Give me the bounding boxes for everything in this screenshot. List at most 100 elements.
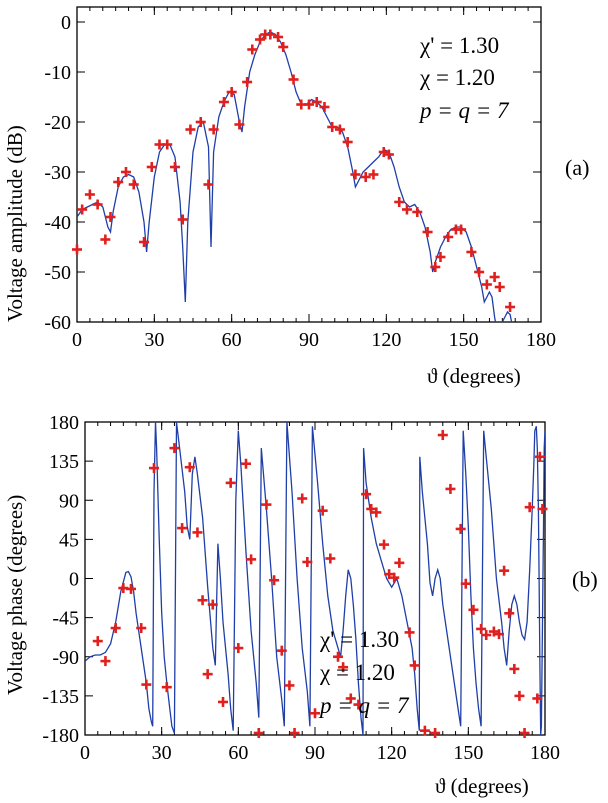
x-tick-label: 30 bbox=[144, 329, 164, 351]
data-point-marker bbox=[476, 623, 487, 634]
data-point-marker bbox=[161, 682, 172, 693]
data-point-marker bbox=[353, 699, 364, 710]
x-tick-label: 180 bbox=[526, 329, 556, 351]
y-tick-label: 0 bbox=[69, 569, 79, 591]
y-tick-label: -10 bbox=[44, 62, 71, 84]
data-point-marker bbox=[327, 122, 338, 132]
data-point-marker bbox=[489, 272, 500, 282]
data-point-marker bbox=[350, 169, 361, 180]
panel-b-y-axis-label: Voltage phase (degrees) bbox=[3, 495, 27, 695]
panel-b-annotation-chi: χ = 1.20 bbox=[319, 660, 395, 685]
data-point-marker bbox=[149, 463, 159, 474]
x-tick-label: 150 bbox=[449, 329, 479, 351]
data-point-marker bbox=[284, 680, 295, 691]
data-point-marker bbox=[514, 690, 525, 701]
data-point-marker bbox=[120, 167, 131, 177]
data-point-marker bbox=[455, 523, 466, 534]
data-point-marker bbox=[384, 569, 395, 580]
data-point-marker bbox=[304, 99, 314, 110]
data-point-marker bbox=[233, 643, 244, 654]
data-point-marker bbox=[92, 636, 103, 647]
data-point-marker bbox=[509, 663, 520, 674]
data-point-marker bbox=[505, 302, 516, 312]
y-tick-label: -90 bbox=[52, 647, 79, 669]
data-point-marker bbox=[443, 232, 454, 242]
data-point-marker bbox=[297, 493, 308, 504]
data-point-marker bbox=[247, 44, 258, 55]
data-point-marker bbox=[255, 34, 266, 45]
panel-a-y-axis-label: Voltage amplitude (dB) bbox=[3, 125, 27, 322]
panel-b-phase-chart: 0 30 60 90 120 150 180 180 135 90 45 0 -45 -90 -135 -1… bbox=[3, 412, 598, 798]
y-tick-label: -135 bbox=[42, 686, 79, 708]
y-tick-label: -50 bbox=[44, 262, 71, 284]
data-point-marker bbox=[177, 523, 188, 534]
data-point-marker bbox=[192, 527, 203, 538]
x-tick-label: 0 bbox=[80, 742, 90, 764]
panel-b-x-axis-label: ϑ (degrees) bbox=[435, 774, 529, 798]
data-point-marker bbox=[534, 451, 545, 462]
data-point-marker bbox=[460, 578, 471, 589]
data-point-marker bbox=[345, 693, 356, 704]
data-point-marker bbox=[412, 207, 423, 217]
data-point-marker bbox=[366, 503, 377, 514]
data-point-marker bbox=[394, 197, 405, 207]
panel-a-annotation-pq: p = q = 7 bbox=[418, 98, 510, 123]
data-point-marker bbox=[242, 77, 253, 87]
data-point-marker bbox=[488, 626, 499, 637]
x-tick-label: 90 bbox=[299, 329, 319, 351]
data-point-marker bbox=[334, 124, 345, 135]
y-tick-label: -60 bbox=[44, 312, 71, 334]
data-point-marker bbox=[218, 97, 229, 107]
data-point-marker bbox=[494, 629, 504, 640]
data-point-marker bbox=[468, 604, 479, 615]
panel-a-measured-markers bbox=[72, 29, 516, 312]
data-point-marker bbox=[289, 728, 300, 738]
x-tick-label: 60 bbox=[222, 329, 242, 351]
data-point-marker bbox=[383, 149, 394, 160]
data-point-marker bbox=[136, 623, 147, 634]
data-point-marker bbox=[288, 74, 299, 85]
data-point-marker bbox=[394, 557, 405, 568]
data-point-marker bbox=[105, 212, 116, 222]
data-point-marker bbox=[100, 656, 111, 667]
x-tick-label: 60 bbox=[228, 742, 248, 764]
data-point-marker bbox=[202, 669, 213, 680]
data-point-marker bbox=[72, 244, 82, 255]
data-point-marker bbox=[128, 179, 139, 190]
data-point-marker bbox=[379, 539, 389, 550]
data-point-marker bbox=[84, 189, 95, 200]
data-point-marker bbox=[325, 553, 336, 564]
data-point-marker bbox=[430, 262, 441, 272]
data-point-marker bbox=[77, 204, 88, 215]
y-tick-label: 135 bbox=[49, 451, 79, 473]
data-point-marker bbox=[273, 32, 284, 42]
data-point-marker bbox=[184, 462, 195, 473]
data-point-marker bbox=[261, 499, 272, 510]
data-point-marker bbox=[342, 137, 353, 147]
y-tick-label: 180 bbox=[49, 412, 79, 434]
panel-a-x-tick-labels: 0 30 60 90 120 150 180 bbox=[72, 329, 556, 351]
data-point-marker bbox=[246, 554, 257, 565]
data-point-marker bbox=[404, 627, 415, 638]
data-point-marker bbox=[241, 458, 251, 469]
y-tick-label: 0 bbox=[61, 12, 71, 34]
data-point-marker bbox=[338, 662, 349, 673]
y-tick-label: -30 bbox=[44, 162, 71, 184]
x-tick-label: 180 bbox=[530, 742, 560, 764]
data-point-marker bbox=[226, 87, 237, 97]
y-tick-label: 90 bbox=[59, 490, 79, 512]
data-point-marker bbox=[195, 117, 206, 127]
panel-b-ticks bbox=[84, 421, 546, 736]
data-point-marker bbox=[456, 224, 467, 235]
data-point-marker bbox=[265, 29, 276, 40]
data-point-marker bbox=[208, 124, 219, 135]
x-tick-label: 120 bbox=[377, 742, 407, 764]
data-point-marker bbox=[537, 503, 548, 514]
data-point-marker bbox=[360, 172, 371, 182]
data-point-marker bbox=[203, 179, 214, 190]
panel-a-y-tick-labels: 0 -10 -20 -30 -40 -50 -60 bbox=[44, 12, 71, 334]
data-point-marker bbox=[481, 630, 492, 641]
data-point-marker bbox=[197, 595, 208, 606]
data-point-marker bbox=[494, 282, 505, 292]
data-point-marker bbox=[169, 443, 180, 454]
